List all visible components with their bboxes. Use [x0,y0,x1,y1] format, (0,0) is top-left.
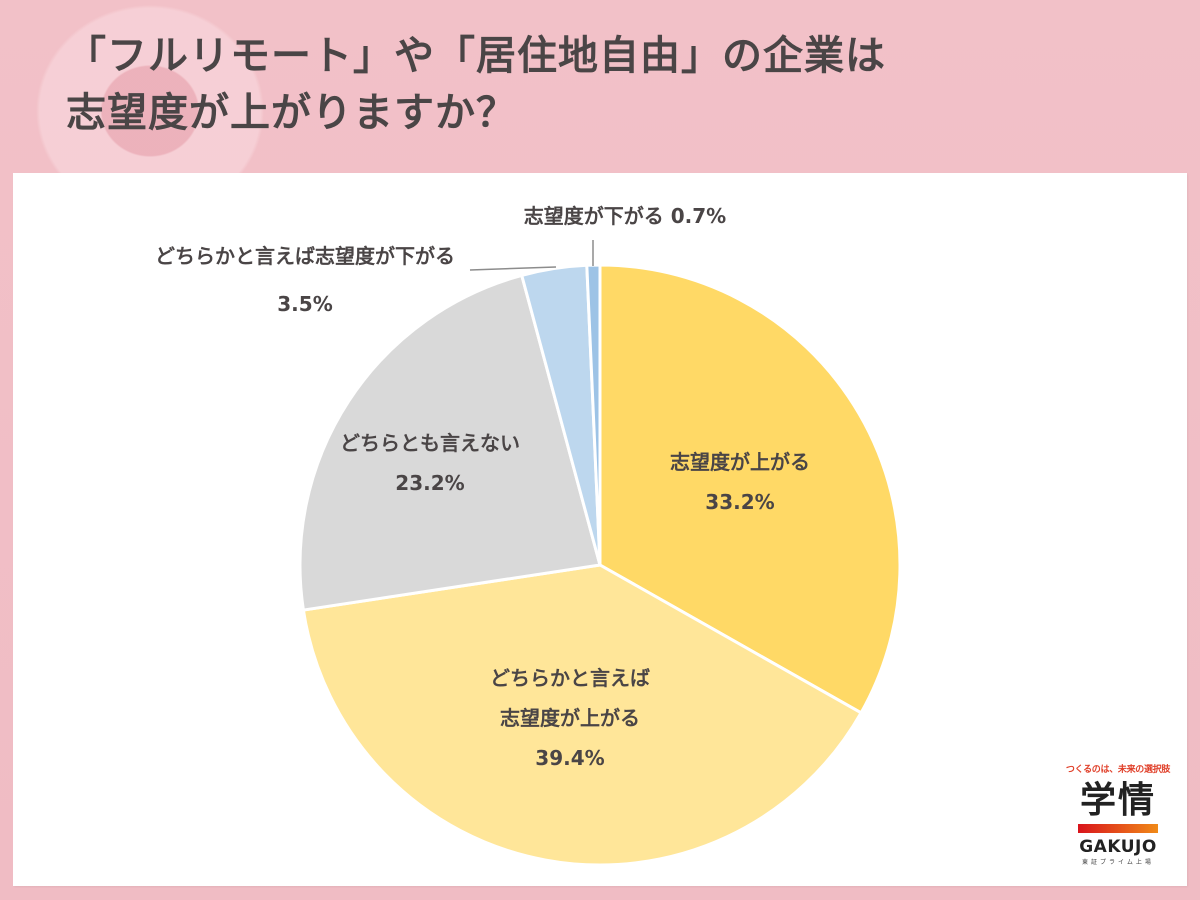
slice-label-down: 志望度が下がる 0.7% [523,204,727,228]
logo-name: GAKUJO [1079,837,1157,857]
slice-label-up: 志望度が上がる 33.2% [670,450,810,514]
logo-mark: 学情 [1079,780,1156,821]
slice-label-somewhat-up: どちらかと言えば 志望度が上がる 39.4% [490,666,650,770]
page-title: 「フルリモート」や「居住地自由」の企業は 志望度が上がりますか？ [66,28,886,142]
title-line-1: 「フルリモート」や「居住地自由」の企業は [66,33,886,79]
leader-line-slightly-down [469,266,557,271]
slice-label-somewhat-down: どちらかと言えば志望度が下がる 3.5% [155,244,455,316]
pie-slice [598,263,902,715]
logo-bar [1078,824,1158,833]
title-line-2: 志望度が上がりますか？ [66,90,517,136]
pie-slice [301,563,864,867]
slice-label-neutral: どちらとも言えない 23.2% [340,431,520,495]
gakujo-logo: つくるのは、未来の選択肢 学情 GAKUJO 東証プライム上場 [1063,763,1173,868]
logo-sub: 東証プライム上場 [1082,859,1154,866]
pie-slices [298,263,902,867]
pie-slice [298,273,602,612]
logo-tagline: つくるのは、未来の選択肢 [1065,765,1171,775]
